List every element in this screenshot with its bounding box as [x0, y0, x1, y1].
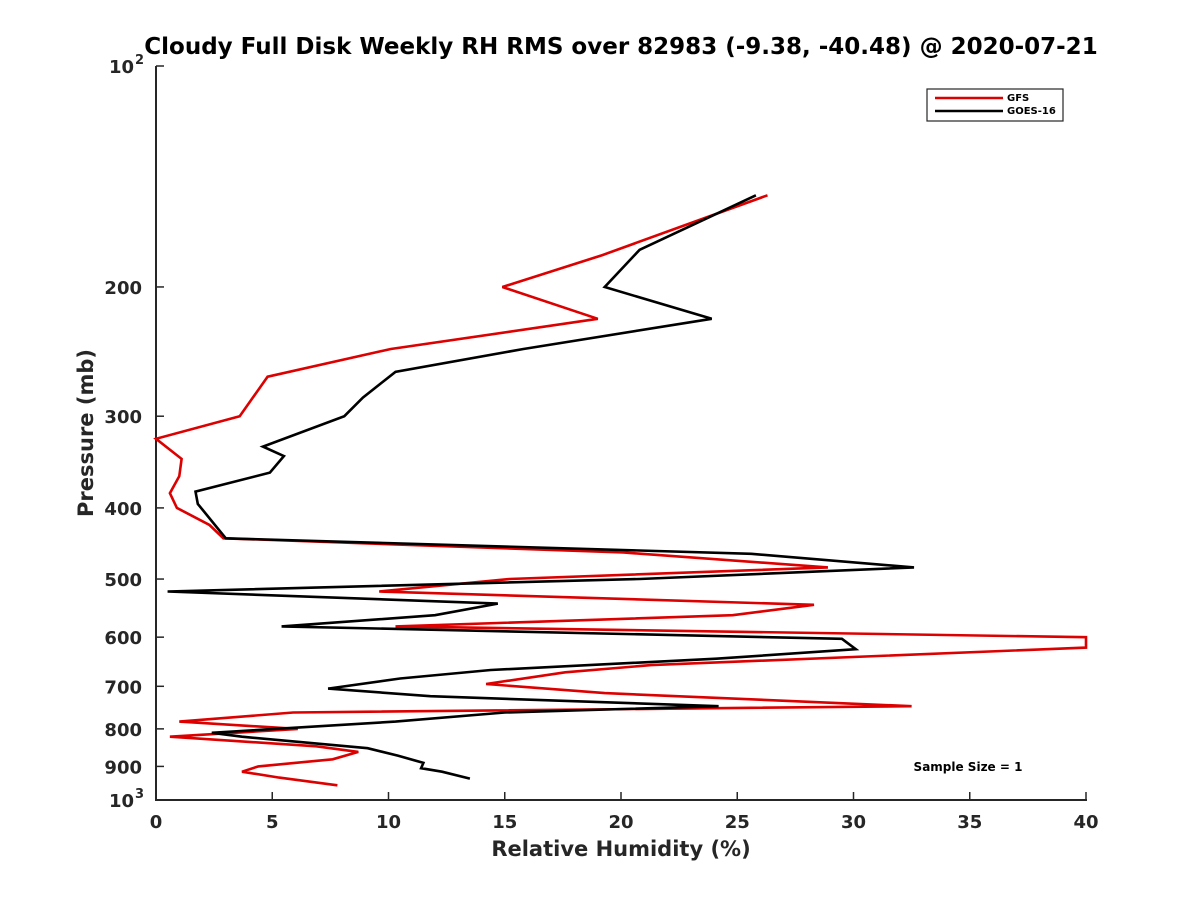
y-tick-label: 300	[104, 407, 142, 428]
y-tick-exponent: 3	[135, 787, 144, 802]
legend: GFS GOES-16	[926, 88, 1064, 122]
sample-size-annotation: Sample Size = 1	[914, 760, 1023, 774]
x-axis-label: Relative Humidity (%)	[491, 837, 750, 861]
x-tick-label: 5	[266, 812, 279, 833]
x-tick-label: 25	[725, 812, 750, 833]
y-tick-label: 10	[109, 57, 134, 78]
chart-title: Cloudy Full Disk Weekly RH RMS over 8298…	[144, 34, 1097, 60]
x-tick-label: 35	[957, 812, 982, 833]
legend-label-gfs: GFS	[1007, 93, 1029, 104]
legend-label-goes-16: GOES-16	[1007, 106, 1056, 117]
y-tick-label: 900	[104, 757, 142, 778]
x-tick-label: 10	[376, 812, 401, 833]
series-layer	[153, 194, 1088, 787]
y-tick-label: 400	[104, 499, 142, 520]
x-tick-label: 0	[150, 812, 163, 833]
y-tick-label: 10	[109, 791, 134, 812]
x-tick-label: 40	[1073, 812, 1098, 833]
plot-area: 0 5 10 15 20 25 30 35 40 10 220030040050060070080…	[104, 53, 1098, 833]
legend-box	[926, 88, 1064, 122]
x-tick-label: 30	[841, 812, 866, 833]
y-tick-label: 200	[104, 278, 142, 299]
series-line-gfs	[153, 194, 1088, 787]
y-tick-exponent: 2	[135, 53, 144, 68]
y-tick-label: 700	[104, 677, 142, 698]
y-tick-label: 800	[104, 720, 142, 741]
series-line-goes-16	[167, 194, 915, 780]
y-tick-label: 500	[104, 570, 142, 591]
x-ticks: 0 5 10 15 20 25 30 35 40	[150, 792, 1099, 833]
y-tick-label: 600	[104, 628, 142, 649]
x-tick-label: 15	[492, 812, 517, 833]
x-tick-label: 20	[608, 812, 633, 833]
y-axis-label: Pressure (mb)	[74, 349, 98, 517]
